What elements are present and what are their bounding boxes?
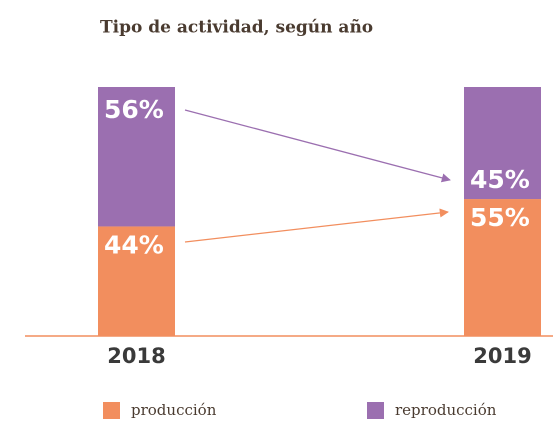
legend-label: reproducción bbox=[395, 401, 497, 419]
bar-segment bbox=[98, 87, 175, 227]
arrow bbox=[184, 109, 451, 183]
bar-segment bbox=[464, 199, 541, 336]
arrow bbox=[184, 208, 449, 243]
legend-swatch bbox=[103, 402, 120, 419]
data-label: 56% bbox=[104, 95, 164, 124]
bar-segment bbox=[464, 87, 541, 200]
bar-segment bbox=[98, 226, 175, 336]
data-label: 45% bbox=[470, 165, 530, 194]
data-label: 44% bbox=[104, 230, 164, 259]
x-tick-label: 2018 bbox=[107, 344, 165, 368]
chart-title: Tipo de actividad, según año bbox=[100, 18, 373, 38]
data-label: 55% bbox=[470, 203, 530, 232]
legend-label: producción bbox=[131, 401, 217, 419]
legend-swatch bbox=[367, 402, 384, 419]
x-tick-label: 2019 bbox=[473, 344, 531, 368]
